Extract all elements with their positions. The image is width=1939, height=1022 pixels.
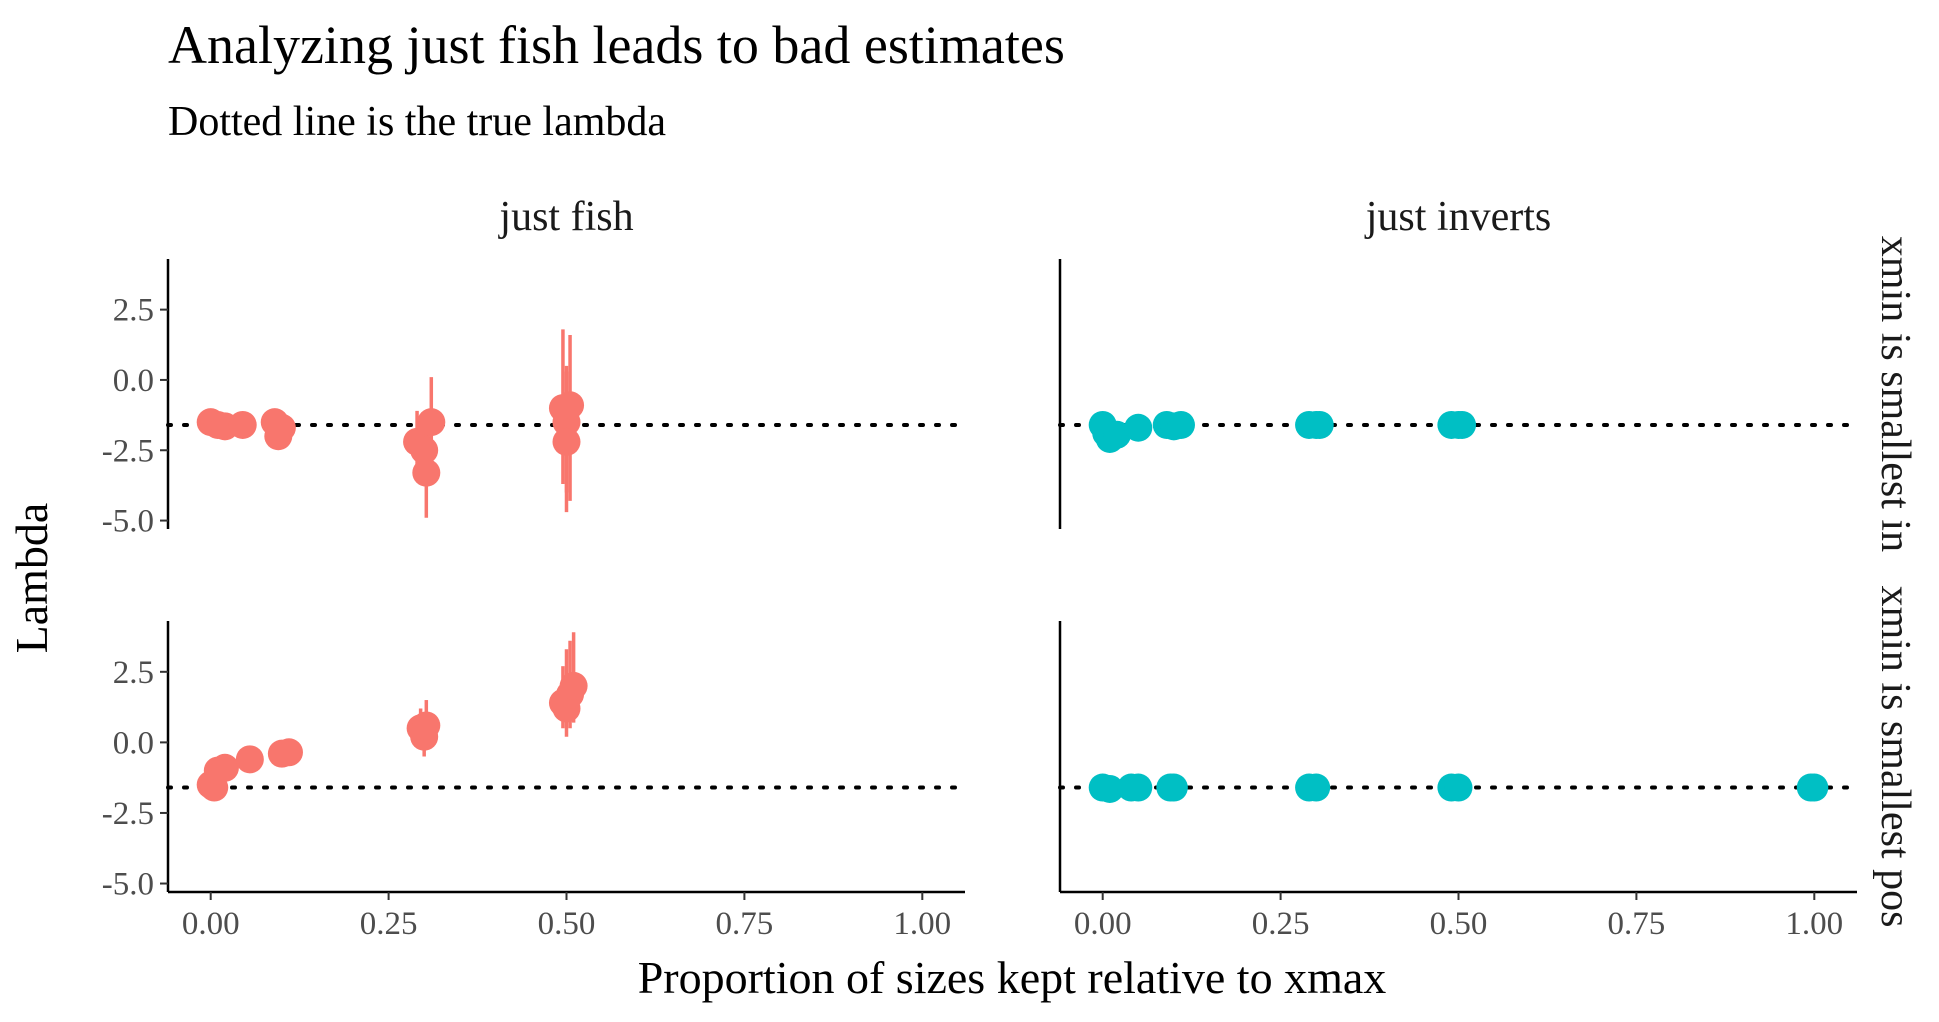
y-tick-label: -5.0 xyxy=(102,504,154,540)
x-tick-label: 0.25 xyxy=(360,906,418,942)
data-point xyxy=(1800,773,1829,802)
row-strip-label: xmin is smallest pos xyxy=(1872,586,1918,928)
y-tick-label: 2.5 xyxy=(113,293,154,329)
facet-panels: just fish just inverts xmin is smallest in… xyxy=(102,194,1918,942)
data-point xyxy=(1302,773,1331,802)
x-tick-label: 0.50 xyxy=(538,906,596,942)
row-strip-label: xmin is smallest in xyxy=(1872,236,1918,552)
x-tick-label: 0.00 xyxy=(182,906,240,942)
x-tick-label: 0.25 xyxy=(1252,906,1310,942)
data-point xyxy=(1448,410,1477,439)
data-point xyxy=(1124,413,1153,442)
data-point xyxy=(210,753,239,782)
x-tick-label: 0.75 xyxy=(716,906,774,942)
data-point xyxy=(410,436,439,465)
data-point xyxy=(1166,410,1195,439)
y-tick-label: -2.5 xyxy=(102,796,154,832)
data-point xyxy=(552,427,581,456)
data-point xyxy=(1095,774,1124,803)
y-tick-label: -5.0 xyxy=(102,867,154,903)
facet-panel: 0.00 0.25 0.50 0.75 1.00 xyxy=(1058,621,1859,942)
data-point xyxy=(417,408,446,437)
data-point xyxy=(1102,420,1131,449)
data-point xyxy=(556,391,585,420)
column-strip-label: just inverts xyxy=(1364,194,1552,240)
row-strip-labels: xmin is smallest in xmin is smallest pos xyxy=(1872,236,1918,928)
data-point xyxy=(1444,773,1473,802)
y-tick-label: -2.5 xyxy=(102,433,154,469)
data-point xyxy=(1159,773,1188,802)
facet-panel: -5.0 -2.5 0.0 2.5 xyxy=(102,259,967,540)
data-point xyxy=(267,413,296,442)
data-point xyxy=(274,738,303,767)
x-tick-label: 0.75 xyxy=(1608,906,1666,942)
chart-subtitle: Dotted line is the true lambda xyxy=(168,99,666,145)
data-point xyxy=(228,410,257,439)
data-point xyxy=(412,458,441,487)
data-point xyxy=(235,745,264,774)
y-tick-label: 2.5 xyxy=(113,655,154,691)
x-tick-label: 0.50 xyxy=(1430,906,1488,942)
facet-panel: -5.0 -2.5 0.0 2.5 0.00 0.25 0.50 0.75 1.00 xyxy=(102,621,967,942)
data-point xyxy=(412,711,441,740)
x-tick-label: 0.00 xyxy=(1074,906,1132,942)
column-strip-label: just fish xyxy=(497,194,633,240)
chart-title: Analyzing just fish leads to bad estimat… xyxy=(168,15,1065,75)
data-point xyxy=(1305,410,1334,439)
data-point xyxy=(559,671,588,700)
x-axis-title: Proportion of sizes kept relative to xma… xyxy=(638,952,1387,1003)
y-tick-label: 0.0 xyxy=(113,363,154,399)
facet-panel xyxy=(1058,259,1859,529)
data-point xyxy=(1124,773,1153,802)
y-tick-label: 0.0 xyxy=(113,725,154,761)
y-axis-title: Lambda xyxy=(6,503,57,654)
x-tick-label: 1.00 xyxy=(1785,906,1843,942)
x-tick-label: 1.00 xyxy=(893,906,951,942)
